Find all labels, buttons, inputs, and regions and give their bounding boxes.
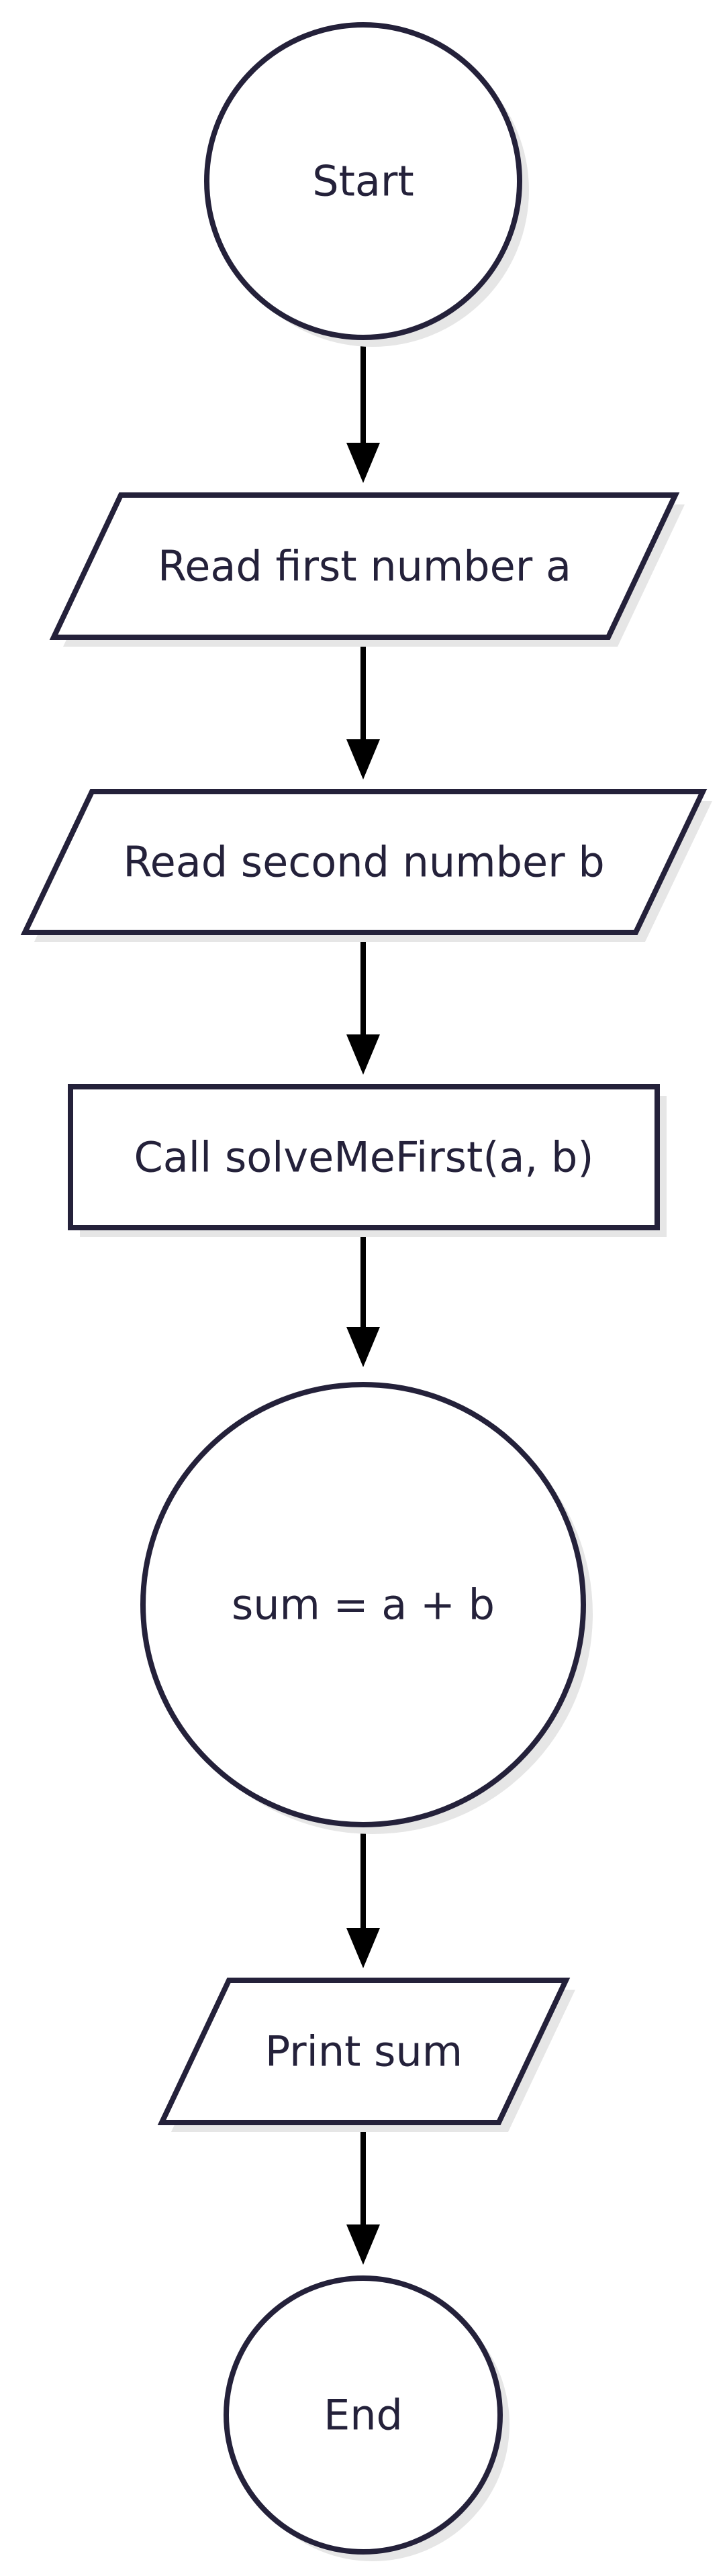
node-label-print: Print sum [265, 2027, 463, 2076]
node-label-sum: sum = a + b [232, 1580, 495, 1629]
node-label-end: End [324, 2391, 403, 2440]
edge-print-to-end [346, 2118, 380, 2265]
node-print: Print sum [157, 1978, 575, 2132]
arrowhead-icon [346, 1928, 380, 1968]
arrowhead-icon [346, 2224, 380, 2265]
print-parallelogram [157, 1978, 571, 2125]
node-start: Start [204, 22, 529, 347]
call-fn-rectangle [68, 1084, 660, 1230]
node-label-read-b: Read second number b [123, 838, 604, 887]
node-label-call-fn: Call solveMeFirst(a, b) [134, 1133, 594, 1182]
arrowhead-icon [346, 1327, 380, 1367]
read-a-parallelogram [49, 492, 680, 640]
sum-circle [140, 1382, 586, 1827]
edge-sum-to-print [346, 1823, 380, 1968]
edge-start-to-read-a [346, 339, 380, 483]
start-circle [204, 22, 522, 340]
node-label-read-a: Read first number a [158, 542, 571, 591]
end-circle [224, 2275, 503, 2555]
node-read-b: Read second number b [20, 789, 712, 942]
arrowhead-icon [346, 1034, 380, 1075]
arrowhead-icon [346, 739, 380, 780]
node-read-a: Read first number a [49, 492, 685, 647]
edge-call-fn-to-sum [346, 1225, 380, 1367]
read-b-parallelogram [20, 789, 708, 935]
node-call-fn: Call solveMeFirst(a, b) [68, 1084, 667, 1237]
edge-read-b-to-call-fn [346, 930, 380, 1075]
edges [346, 339, 380, 2265]
arrowhead-icon [346, 443, 380, 483]
nodes: Start Read first number a Read second nu… [20, 22, 712, 2561]
edge-read-a-to-read-b [346, 634, 380, 780]
node-sum: sum = a + b [140, 1382, 593, 1834]
node-end: End [224, 2275, 510, 2561]
node-label-start: Start [312, 157, 414, 206]
